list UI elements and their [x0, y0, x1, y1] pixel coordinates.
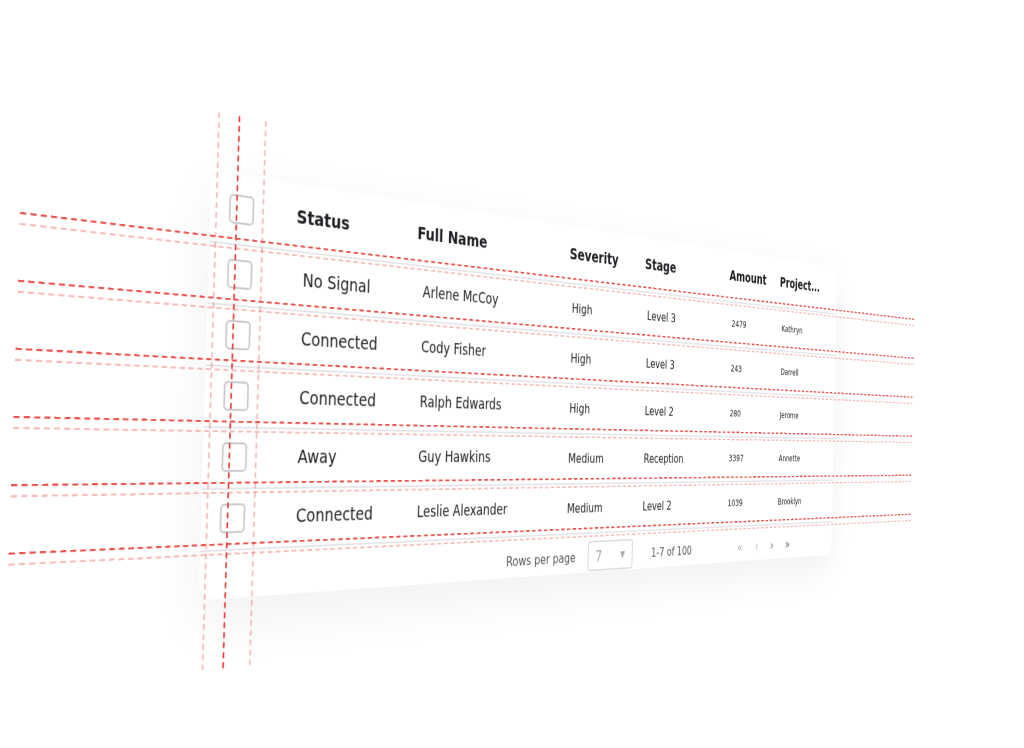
cell-status: Away [297, 446, 337, 468]
row-checkbox[interactable] [226, 258, 253, 291]
cell-stage: Level 2 [642, 497, 672, 514]
cell-project: Darrell [780, 366, 799, 379]
select-all-checkbox[interactable] [228, 193, 255, 227]
column-header-project[interactable]: Project... [779, 274, 821, 296]
cell-severity: High [571, 300, 593, 318]
cell-status: No Signal [302, 270, 371, 298]
row-checkbox[interactable] [221, 442, 248, 472]
rows-per-page-label: Rows per page [505, 549, 576, 570]
row-checkbox[interactable] [219, 503, 246, 534]
cell-name: Guy Hawkins [418, 448, 491, 467]
cell-project: Annette [778, 453, 801, 464]
cell-project: Kathryn [781, 323, 803, 336]
column-header-stage[interactable]: Stage [644, 255, 677, 277]
cell-stage: Reception [643, 450, 684, 466]
cell-status: Connected [300, 329, 378, 355]
rows-per-page-select[interactable]: 7 ▼ [587, 538, 634, 572]
next-page-icon[interactable]: › [769, 536, 774, 554]
cell-status: Connected [299, 387, 377, 412]
cell-stage: Level 3 [646, 307, 676, 326]
chevron-down-icon: ▼ [619, 548, 626, 560]
rows-per-page-value: 7 [595, 545, 603, 566]
cell-project: Brooklyn [777, 495, 802, 508]
cell-project: Jerome [779, 409, 799, 421]
column-header-status[interactable]: Status [296, 206, 350, 235]
prev-page-icon[interactable]: ‹ [754, 537, 759, 555]
last-page-icon[interactable]: » [784, 535, 791, 553]
cell-name: Arlene McCoy [422, 283, 499, 309]
row-checkbox[interactable] [223, 380, 250, 412]
cell-name: Cody Fisher [420, 338, 487, 361]
column-header-severity[interactable]: Severity [569, 245, 619, 270]
cell-name: Leslie Alexander [416, 501, 508, 522]
cell-name: Ralph Edwards [419, 393, 502, 414]
page-range: 1-7 of 100 [651, 542, 692, 560]
cell-severity: Medium [566, 499, 603, 516]
cell-amount: 3397 [728, 452, 744, 464]
cell-amount: 1039 [727, 497, 743, 509]
cell-stage: Level 3 [645, 355, 675, 372]
cell-amount: 280 [729, 407, 742, 420]
first-page-icon[interactable]: « [736, 538, 743, 556]
cell-severity: High [569, 400, 591, 417]
cell-stage: Level 2 [644, 403, 674, 419]
column-header-amount[interactable]: Amount [729, 267, 767, 289]
data-table-card: Status Full Name Severity Stage Amount P… [8, 112, 915, 671]
cell-amount: 243 [730, 363, 742, 375]
cell-severity: High [570, 350, 592, 367]
cell-amount: 2479 [731, 318, 747, 331]
column-header-full-name[interactable]: Full Name [417, 223, 488, 253]
cell-severity: Medium [568, 450, 604, 466]
row-checkbox[interactable] [224, 319, 251, 351]
cell-status: Connected [295, 503, 374, 527]
